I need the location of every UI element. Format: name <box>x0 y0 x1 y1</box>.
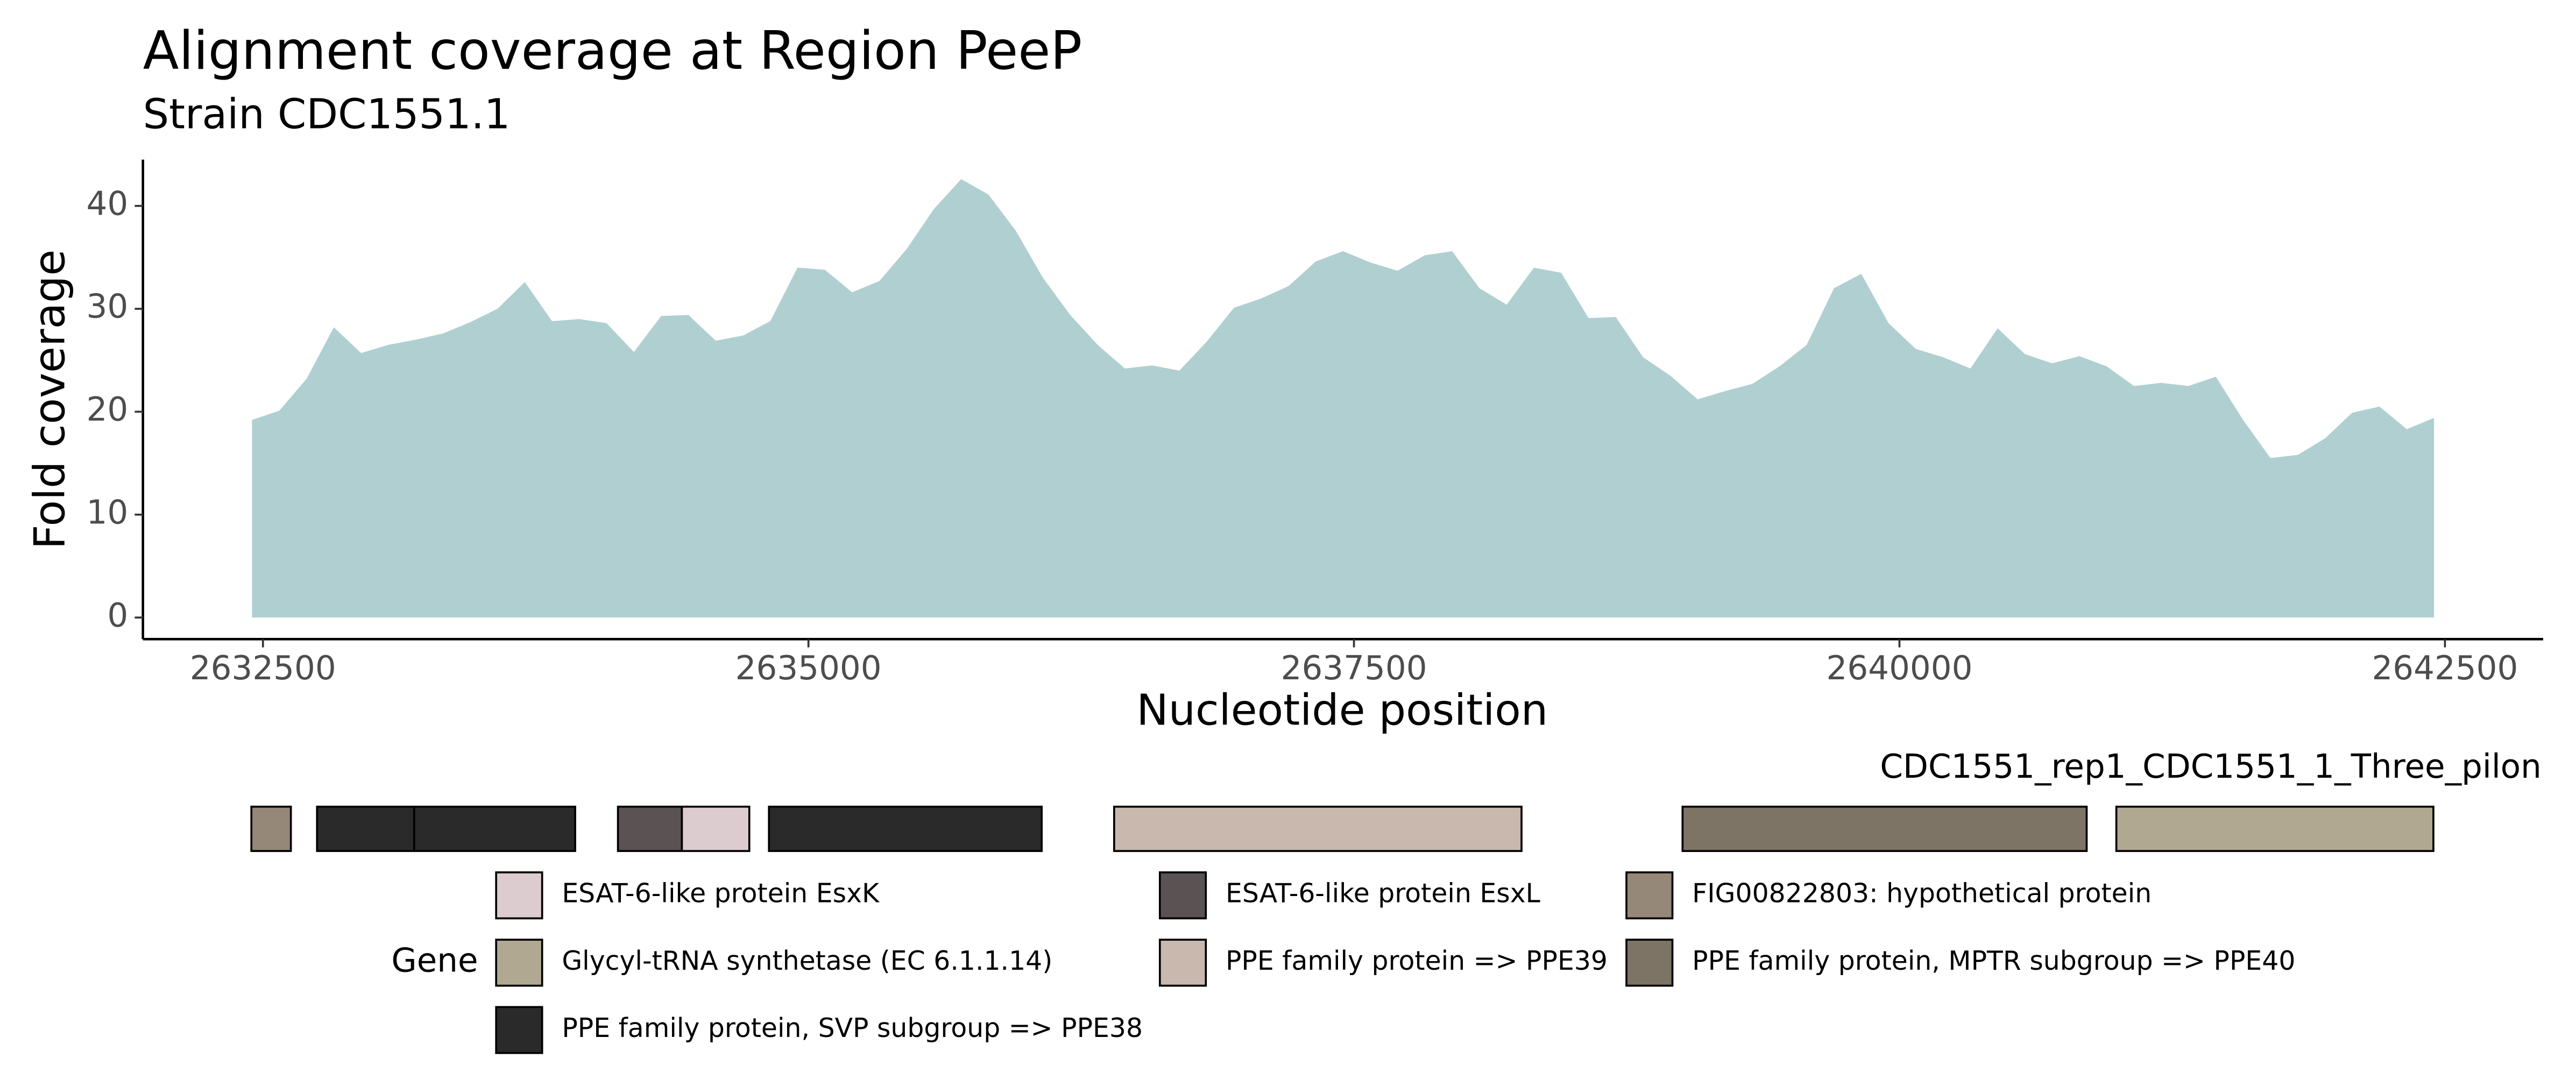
y-axis-title: Fold coverage <box>25 250 75 550</box>
x-tick-label: 2640000 <box>1827 649 1973 687</box>
gene-bar <box>681 805 751 852</box>
legend-label: ESAT-6-like protein EsxK <box>562 878 880 909</box>
chart-title: Alignment coverage at Region PeeP <box>143 20 1082 82</box>
legend-label: PPE family protein, MPTR subgroup => PPE… <box>1692 946 2295 976</box>
y-tick-label: 10 <box>86 493 128 531</box>
x-tick-label: 2642500 <box>2372 649 2518 687</box>
legend-swatch <box>1158 871 1207 920</box>
gene-bar <box>413 805 576 852</box>
legend-swatch <box>495 939 543 987</box>
legend-swatch <box>495 1006 543 1054</box>
y-tick-label: 0 <box>107 596 128 635</box>
x-tick-label: 2632500 <box>190 649 336 687</box>
track-label: CDC1551_rep1_CDC1551_1_Three_pilon <box>1880 748 2541 786</box>
legend-label: ESAT-6-like protein EsxL <box>1226 878 1540 909</box>
gene-bar <box>1113 805 1523 852</box>
chart-subtitle: Strain CDC1551.1 <box>143 90 511 138</box>
legend-swatch <box>495 871 543 920</box>
coverage-area <box>252 179 2435 618</box>
x-tick-label: 2635000 <box>735 649 882 687</box>
legend-title: Gene <box>391 941 478 979</box>
gene-bar <box>2115 805 2435 852</box>
x-axis-title: Nucleotide position <box>1136 685 1548 735</box>
legend-swatch <box>1625 939 1674 987</box>
gene-bar <box>250 805 292 852</box>
x-tick-label: 2637500 <box>1281 649 1427 687</box>
legend-label: Glycyl-tRNA synthetase (EC 6.1.1.14) <box>562 946 1052 976</box>
y-tick-label: 40 <box>86 184 128 223</box>
legend-label: PPE family protein => PPE39 <box>1226 946 1608 976</box>
gene-bar <box>1681 805 2088 852</box>
legend-label: PPE family protein, SVP subgroup => PPE3… <box>562 1013 1143 1043</box>
legend-swatch <box>1158 939 1207 987</box>
gene-bar <box>617 805 683 852</box>
legend-swatch <box>1625 871 1674 920</box>
y-tick-label: 30 <box>86 288 128 326</box>
gene-bar <box>316 805 415 852</box>
y-tick-label: 20 <box>86 390 128 429</box>
gene-bar <box>768 805 1043 852</box>
legend-label: FIG00822803: hypothetical protein <box>1692 878 2152 909</box>
